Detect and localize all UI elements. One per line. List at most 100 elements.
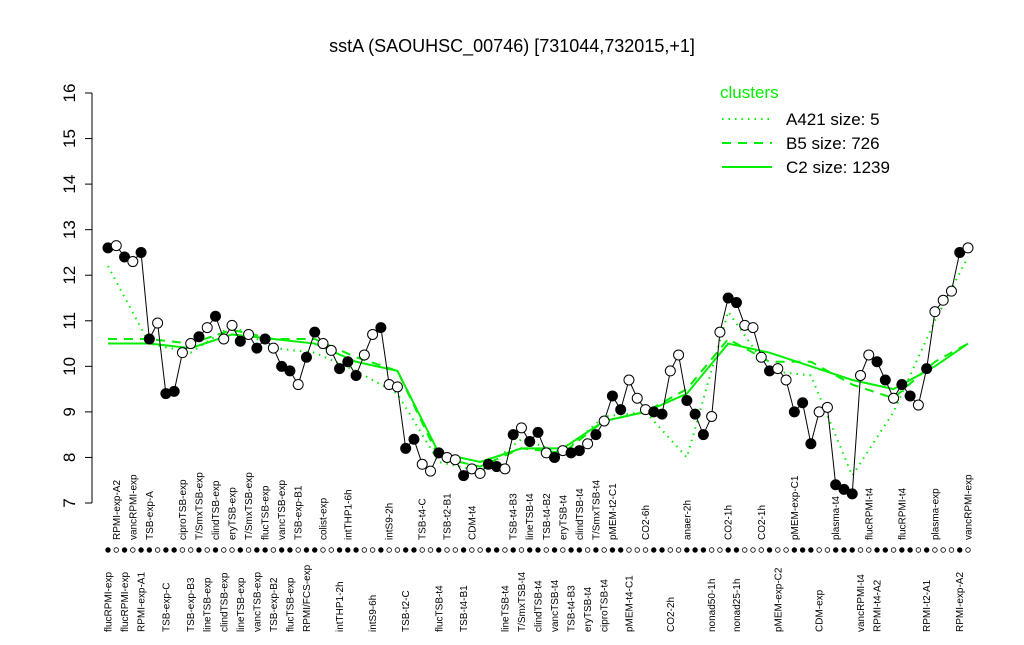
- x-tick-label: CDM-exp: [815, 589, 826, 632]
- sample-dot: [799, 547, 806, 553]
- x-tick-label: flucTSB-t4: [434, 585, 445, 632]
- data-point: [573, 445, 585, 457]
- sample-dot: [849, 547, 855, 553]
- x-tick-label: TSB-exp-B2: [269, 577, 280, 632]
- x-tick-label: eryTSB-exp: [228, 487, 239, 540]
- sample-dot: [196, 547, 202, 553]
- sample-dot: [576, 547, 583, 553]
- data-point: [416, 458, 428, 470]
- data-point: [152, 317, 164, 329]
- sample-dot: [105, 547, 111, 553]
- y-tick-label: 13: [60, 220, 79, 239]
- sample-dot: [609, 547, 616, 553]
- x-tick-label: flucTSB-exp: [261, 485, 272, 540]
- data-point: [226, 319, 238, 331]
- sample-dot: [229, 547, 235, 553]
- x-tick-label: plasma-exp: [930, 488, 941, 540]
- sample-dot: [857, 547, 864, 553]
- sample-dot: [345, 547, 351, 553]
- x-tick-label: RPMI/FCS-exp: [302, 564, 313, 632]
- data-point: [755, 351, 767, 363]
- sample-dot: [940, 547, 946, 553]
- data-point: [681, 395, 693, 406]
- x-tick-label: flucRPMI-t4: [864, 487, 875, 540]
- data-point: [143, 333, 155, 345]
- data-point: [243, 328, 255, 340]
- data-point: [127, 256, 139, 268]
- sample-dot: [866, 547, 872, 553]
- data-point: [788, 406, 800, 418]
- data-point: [954, 246, 966, 258]
- sample-dot: [775, 547, 781, 553]
- data-point: [888, 392, 900, 404]
- x-tick-label: anaer-2h: [682, 500, 693, 540]
- data-point: [664, 365, 676, 377]
- x-tick-label: intTHP1-6h: [343, 489, 354, 540]
- sample-dot: [692, 547, 698, 553]
- data-point: [598, 415, 610, 427]
- sample-dot: [138, 547, 144, 553]
- x-tick-label: clindTSB-t4: [534, 580, 545, 632]
- sample-dot: [708, 547, 715, 553]
- sample-dot: [237, 547, 244, 553]
- x-tick-label: vancRPMI-exp: [128, 474, 139, 540]
- sample-dot: [444, 547, 450, 553]
- data-point: [846, 488, 858, 500]
- x-tick-label: ciproTSB-t4: [600, 579, 611, 632]
- sample-dot: [535, 547, 541, 553]
- sample-dot: [378, 547, 384, 553]
- y-tick-label: 11: [60, 312, 79, 330]
- x-tick-label: TSB-t4-B3: [509, 493, 520, 540]
- x-tick-label: eryTSB-t4: [558, 495, 569, 540]
- data-point: [813, 406, 825, 418]
- cluster-line: [108, 328, 969, 468]
- x-tick-label: vancTSB-exp: [252, 572, 263, 632]
- data-point: [515, 422, 527, 434]
- data-point: [276, 360, 288, 372]
- data-point: [747, 322, 759, 334]
- sample-dot: [312, 547, 318, 553]
- sample-dot: [882, 547, 889, 553]
- x-tick-label: clindTSB-t4: [575, 488, 586, 540]
- x-tick-label: RPMI-t4-A2: [873, 579, 884, 632]
- x-tick-label: CO2-6h: [641, 505, 652, 540]
- data-point: [284, 365, 296, 377]
- data-point: [433, 447, 445, 459]
- data-point: [689, 408, 701, 420]
- x-tick-label: TSB-t2-C: [401, 590, 412, 632]
- data-point: [391, 381, 403, 393]
- y-tick-label: 8: [60, 453, 79, 462]
- sample-dot: [163, 547, 169, 553]
- x-tick-label: CO2-1h: [724, 505, 735, 540]
- sample-dot: [270, 547, 277, 553]
- y-tick-label: 15: [60, 129, 79, 148]
- sample-dot: [634, 547, 640, 553]
- sample-dot: [221, 547, 227, 553]
- data-point: [210, 310, 221, 322]
- sample-dot: [551, 547, 558, 553]
- cluster-line: [108, 333, 969, 464]
- sample-dot: [204, 547, 210, 553]
- data-point: [962, 242, 974, 254]
- sample-dot: [303, 547, 310, 553]
- data-point: [334, 363, 346, 375]
- x-tick-label: CO2-2h: [666, 597, 677, 632]
- y-tick-label: 16: [60, 84, 79, 103]
- data-point: [656, 408, 668, 420]
- sample-dot: [328, 547, 334, 553]
- data-point: [449, 454, 461, 466]
- data-point: [722, 292, 734, 304]
- data-point: [540, 447, 552, 459]
- sample-dot: [626, 547, 632, 553]
- x-tick-label: vancTSB-exp: [277, 480, 288, 540]
- x-tick-label: flucTSB-exp: [285, 577, 296, 632]
- data-point: [466, 463, 478, 475]
- x-tick-label: intS9-2h: [385, 503, 396, 540]
- data-point: [871, 356, 883, 368]
- y-tick-label: 9: [60, 407, 79, 416]
- sample-dot: [460, 547, 467, 553]
- data-point: [606, 390, 618, 402]
- data-point: [904, 390, 916, 402]
- sample-dot: [179, 547, 186, 553]
- sample-dot: [948, 547, 955, 553]
